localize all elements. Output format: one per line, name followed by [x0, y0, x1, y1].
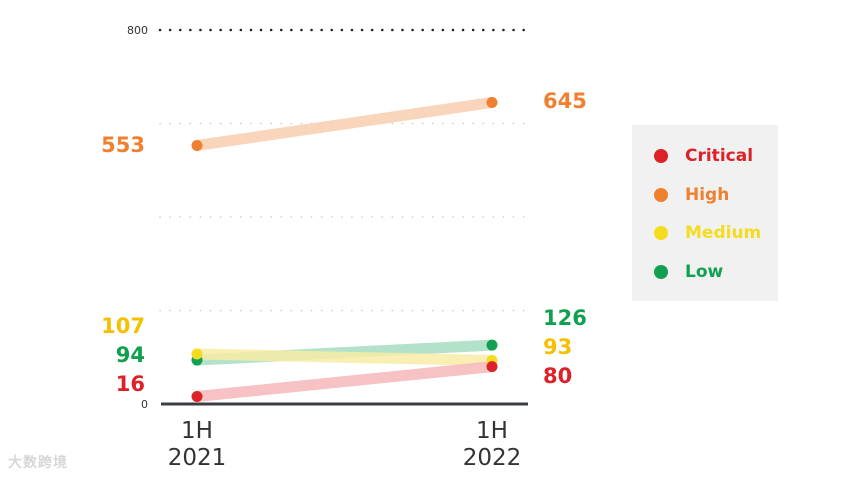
legend-label-low: Low	[685, 262, 724, 282]
legend-marker-high	[654, 188, 668, 202]
x-tick-label: 2021	[168, 445, 227, 471]
data-point-critical	[191, 391, 203, 403]
data-label-critical: 16	[116, 372, 145, 396]
legend-item-low: Low	[654, 261, 723, 283]
data-point-critical	[486, 361, 498, 373]
data-label-medium: 107	[101, 314, 145, 338]
series-line-critical	[196, 361, 493, 402]
legend-label-medium: Medium	[685, 223, 762, 243]
data-label-medium: 93	[543, 335, 572, 359]
legend-marker-low	[654, 265, 668, 279]
data-point-high	[486, 96, 498, 108]
data-point-low	[486, 339, 498, 351]
legend-label-high: High	[685, 185, 730, 205]
series-line-medium	[196, 348, 493, 367]
x-tick-label: 1H	[181, 418, 213, 444]
series-line-high	[196, 97, 493, 151]
legend-item-medium: Medium	[654, 222, 761, 244]
data-label-high: 553	[101, 133, 145, 157]
legend-label-critical: Critical	[685, 146, 754, 166]
data-point-high	[191, 139, 203, 151]
data-label-low: 94	[116, 343, 145, 367]
data-label-high: 645	[543, 89, 587, 113]
legend-item-critical: Critical	[654, 145, 753, 167]
y-tick-label: 0	[141, 398, 148, 411]
legend-marker-medium	[654, 226, 668, 240]
data-point-medium	[191, 348, 203, 360]
legend-item-high: High	[654, 184, 729, 206]
legend: Critical High Medium Low	[632, 125, 778, 301]
y-tick-label: 800	[127, 24, 148, 37]
x-tick-label: 1H	[476, 418, 508, 444]
data-label-critical: 80	[543, 364, 572, 388]
x-tick-label: 2022	[463, 445, 522, 471]
legend-marker-critical	[654, 149, 668, 163]
data-label-low: 126	[543, 306, 587, 330]
watermark-text: 大数跨境	[8, 455, 68, 471]
